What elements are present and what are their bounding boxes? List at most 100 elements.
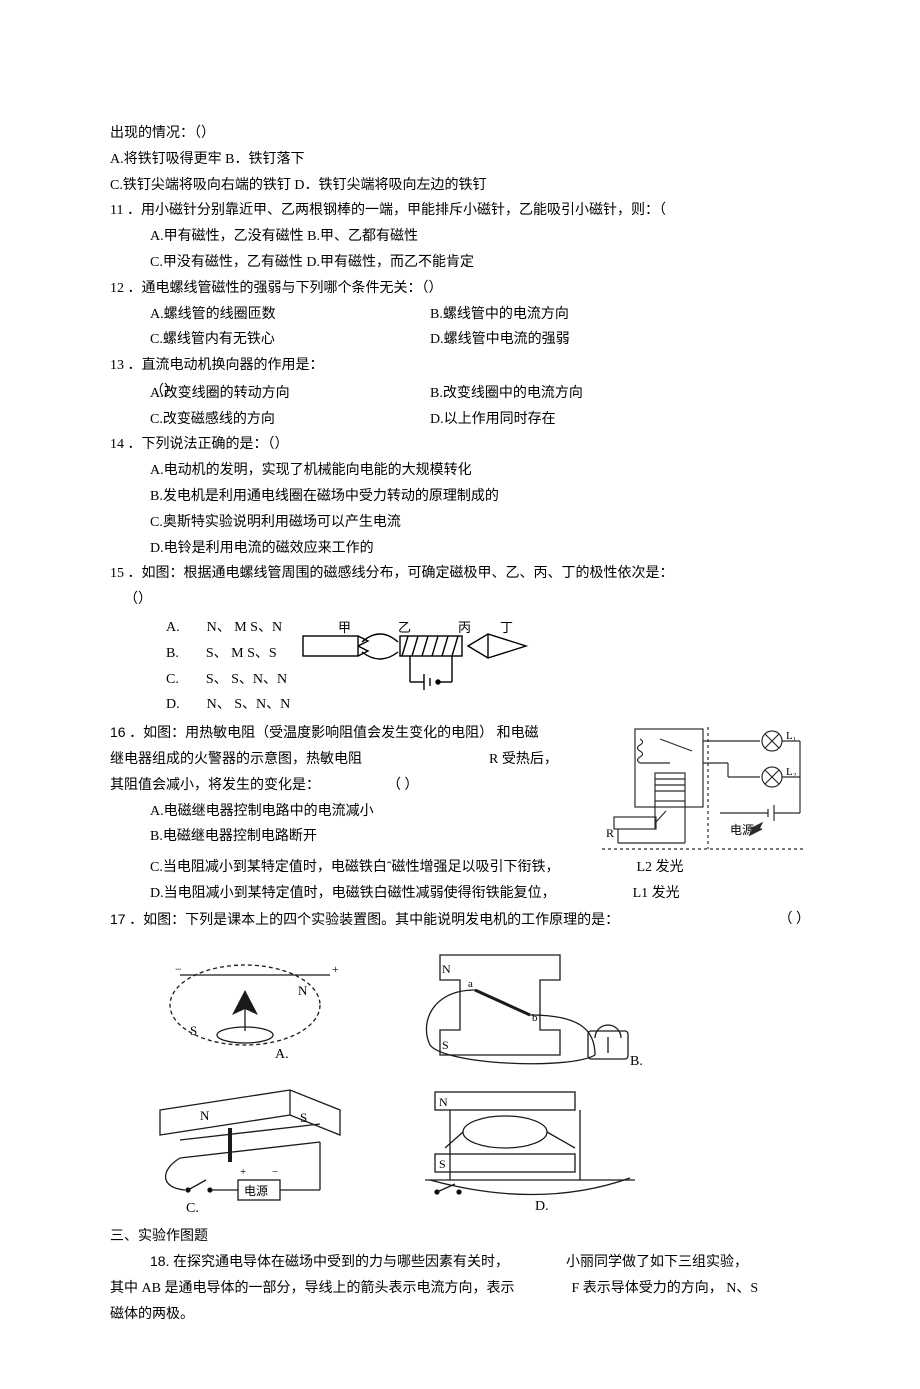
q16-label-L1: L₁ [786,730,797,742]
q16-stem3-left: 其阻值会减小，将发生的变化是： [110,778,320,793]
q17-C-label-N: N [200,1108,210,1123]
q17-four-experiments-svg: − + S N A. N S a b [140,935,680,1215]
q15-area: A. N、 M S、N B. S、 M S、S C. S、 S、N、N D. N… [110,614,810,719]
q16-C-right: L2 发光 [637,860,684,875]
q14-num: 14 [110,437,124,452]
q15-label-yi: 乙 [398,620,411,635]
q17-num: 17 [110,911,126,927]
q18-line1: 18. 在探究通电导体在磁场中受到的力与哪些因素有关时， 小丽同学做了如下三组实… [110,1250,810,1275]
svg-text:−: − [272,1166,278,1178]
q18-l1-right: 小丽同学做了如下三组实验， [566,1255,748,1270]
q14-optB: B.发电机是利用通电线圈在磁场中受力转动的原理制成的 [110,485,810,509]
q15-stem2: （） [110,588,810,612]
q17-A-label-N: N [298,983,308,998]
q13-rowC: C.改变磁感线的方向 D.以上作用同时存在 [110,408,810,432]
q16-optB: B.电磁继电器控制电路断开 [110,825,590,849]
q15-A-prefix: A. [166,620,180,635]
q17-optA-label: A. [275,1047,289,1062]
q16-C-left: C.当电阻减小到某特定值时，电磁铁白ˆ磁性增强足以吸引下衔铁， [150,860,560,875]
q17-stem-text: ．如图：下列是课本上的四个实验装置图。其中能说明发电机的工作原理的是： [129,913,619,928]
q17-diagram: − + S N A. N S a b [110,935,810,1215]
q15-label-ding: 丁 [500,620,513,635]
q13-optC: C.改变磁感线的方向 [150,408,430,432]
q15-diagram: 甲 乙 丙 丁 [300,614,530,709]
q17-optB-label: B. [630,1054,643,1069]
svg-text:−: − [175,962,182,976]
q15-label-jia: 甲 [338,620,351,635]
q10-tail-line1: 出现的情况：（） [110,122,810,146]
q18-l2-right: F 表示导体受力的方向， N、S [571,1281,758,1296]
q11-optC-line: C.甲没有磁性，乙有磁性 D.甲有磁性，而乙不能肯定 [110,251,810,275]
q16-diagram: R L₁ L₂ [600,719,810,854]
q12-optB: B.螺线管中的电流方向 [430,303,569,327]
q15-optC: C. S、 S、N、N [166,668,290,692]
q15-C-body: S、 S、N、N [206,672,287,687]
section3-title: 三、实验作图题 [110,1225,810,1249]
q12-num: 12 [110,281,124,296]
q15-num: 15 [110,566,124,581]
svg-text:+: + [240,1166,246,1178]
q17-B-label-S: S [442,1038,449,1052]
q12-row1: A.螺线管的线圈匝数 B.螺线管中的电流方向 [110,303,810,327]
q14-optA: A.电动机的发明，实现了机械能向电能的大规模转化 [110,459,810,483]
q14-optC: C.奥斯特实验说明利用磁场可以产生电流 [110,511,810,535]
q15-D-body: N、 S、N、N [207,697,291,712]
q16-D-right: L1 发光 [633,886,680,901]
q13-stem-text: ．直流电动机换向器的作用是： [128,358,324,373]
q17-C-label-dianyuan: 电源 [244,1184,268,1198]
q14-stem: 14 ．下列说法正确的是：（） [110,433,810,457]
q11-stem-text: ．用小磁针分别靠近甲、乙两根钢棒的一端，甲能排斥小磁针，乙能吸引小磁针，则：（ [127,203,666,218]
q12-stem-text: ．通电螺线管磁性的强弱与下列哪个条件无关：（） [128,281,443,296]
q17-A-label-S: S [190,1023,197,1038]
q15-stem1-text: ．如图：根据通电螺线管周围的磁感线分布，可确定磁极甲、乙、丙、丁的极性依次是： [128,566,674,581]
q15-C-prefix: C. [166,672,179,687]
q16-stem3-right: （ ） [387,778,419,793]
q13-stem: 13 ．直流电动机换向器的作用是： [110,354,810,378]
q18-line2: 其中 AB 是通电导体的一部分，导线上的箭头表示电流方向，表示 F 表示导体受力… [110,1277,810,1301]
q11-optA-line: A.甲有磁性，乙没有磁性 B.甲、乙都有磁性 [110,225,810,249]
q10-optA-line: A.将铁钉吸得更牢 B．铁钉落下 [110,148,810,172]
q17-optD-label: D. [535,1199,549,1214]
svg-text:b: b [532,1012,538,1024]
q15-optD: D. N、 S、N、N [166,693,290,717]
q18-num: 18. [150,1253,169,1269]
q14-stem-text: ．下列说法正确的是：（） [128,437,289,452]
q16-optA: A.电磁继电器控制电路中的电流减小 [110,800,590,824]
q16-stem2-left: 继电器组成的火警器的示意图，热敏电阻 [110,752,362,767]
q18-line3: 磁体的两极。 [110,1303,810,1327]
q14-optD: D.电铃是利用电流的磁效应来工作的 [110,537,810,561]
q18-l2-left: 其中 AB 是通电导体的一部分，导线上的箭头表示电流方向，表示 [110,1281,514,1296]
q12-optA: A.螺线管的线圈匝数 [150,303,430,327]
q15-D-prefix: D. [166,697,180,712]
q16-optD: D.当电阻减小到某特定值时，电磁铁白磁性减弱使得衔铁能复位， L1 发光 [110,882,810,906]
q15-B-body: S、 M S、S [206,646,277,661]
q17-D-label-N: N [439,1095,448,1109]
q16-num: 16 [110,724,126,740]
q15-label-bing: 丙 [458,620,471,635]
q17-C-label-S: S [300,1110,307,1125]
svg-text:a: a [468,978,473,990]
q15-B-prefix: B. [166,646,179,661]
q16-stem1: 16 ．如图：用热敏电阻（受温度影响阻值会发生变化的电阻） 和电磁 [110,721,590,746]
q12-stem: 12 ．通电螺线管磁性的强弱与下列哪个条件无关：（） [110,277,810,301]
q16-label-R: R [606,826,614,840]
svg-text:+: + [332,962,339,976]
q12-optD: D.螺线管中电流的强弱 [430,328,570,352]
q16-stem2: 继电器组成的火警器的示意图，热敏电阻 R 受热后， [110,748,590,772]
q17-B-label-N: N [442,962,451,976]
q16-stem2-right: R 受热后， [489,752,558,767]
q15-optB: B. S、 M S、S [166,642,290,666]
q17-optC-label: C. [186,1201,199,1215]
q13-optD: D.以上作用同时存在 [430,408,556,432]
q12-row2: C.螺线管内有无铁心 D.螺线管中电流的强弱 [110,328,810,352]
q16-stem1-text: ．如图：用热敏电阻（受温度影响阻值会发生变化的电阻） 和电磁 [129,726,539,741]
q15-optA: A. N、 M S、N [166,616,290,640]
q13-optB: B.改变线圈中的电流方向 [430,382,583,406]
q16-label-L2: L₂ [786,766,797,778]
q15-solenoid-svg: 甲 乙 丙 丁 [300,614,530,709]
q10-optC-line: C.铁钉尖端将吸向右端的铁钉 D．铁钉尖端将吸向左边的铁钉 [110,174,810,198]
q16-optC: C.当电阻减小到某特定值时，电磁铁白ˆ磁性增强足以吸引下衔铁， L2 发光 [110,856,810,880]
q15-stem1: 15 ．如图：根据通电螺线管周围的磁感线分布，可确定磁极甲、乙、丙、丁的极性依次… [110,562,810,586]
q16-area: 16 ．如图：用热敏电阻（受温度影响阻值会发生变化的电阻） 和电磁 继电器组成的… [110,719,810,854]
q11-num: 11 [110,203,123,218]
